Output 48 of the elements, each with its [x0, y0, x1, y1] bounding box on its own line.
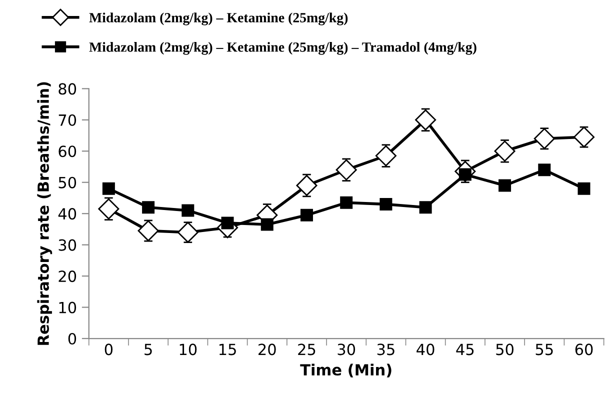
x-tick-label: 30: [338, 344, 356, 356]
x-tick-label: 10: [180, 344, 197, 356]
x-tick-label: 5: [144, 344, 152, 356]
point: [300, 208, 313, 222]
point: [419, 201, 432, 214]
point: [221, 216, 234, 230]
point: [380, 198, 392, 210]
x-axis-title: Time (Min): [300, 364, 392, 378]
y-axis-title: Respiratory rate (Breaths/min): [37, 82, 52, 345]
point: [260, 218, 274, 231]
x-tick-label: 40: [416, 344, 434, 356]
x-tick-label: 35: [377, 344, 394, 356]
y-tick-label: 0: [68, 332, 76, 345]
x-tick-label: 20: [258, 344, 276, 356]
point: [538, 164, 551, 176]
x-tick-label: 55: [536, 344, 553, 356]
point: [336, 159, 357, 180]
point: [494, 140, 516, 162]
x-tick-label: 0: [104, 344, 113, 356]
point: [177, 222, 198, 243]
point: [578, 182, 590, 195]
x-tick-label: 50: [496, 344, 514, 356]
y-tick-label: 10: [59, 302, 76, 314]
x-tick-label: 45: [456, 344, 474, 356]
point: [138, 220, 159, 242]
point: [296, 174, 318, 196]
y-tick-label: 50: [58, 176, 76, 188]
y-tick-label: 20: [58, 270, 76, 282]
point: [573, 126, 595, 148]
point: [98, 198, 120, 220]
point: [182, 204, 194, 217]
point: [415, 109, 436, 130]
legend-label: Midazolam (2mg/kg) – Ketamine (25mg/kg): [89, 12, 348, 26]
x-tick-label: 60: [575, 344, 593, 356]
x-tick-label: 15: [219, 344, 236, 356]
point: [498, 179, 512, 192]
point: [102, 182, 115, 195]
x-tick-label: 25: [298, 344, 316, 356]
point: [375, 145, 396, 166]
y-tick-label: 70: [58, 114, 76, 126]
point: [534, 128, 555, 150]
point: [142, 201, 155, 214]
legend-label: Midazolam (2mg/kg) – Ketamine (25mg/kg) – Tramadol (4mg/kg): [89, 42, 476, 55]
y-tick-label: 40: [58, 208, 76, 220]
y-tick-label: 30: [58, 239, 76, 251]
point: [340, 196, 353, 209]
y-tick-label: 80: [58, 83, 76, 95]
y-tick-label: 60: [58, 146, 76, 158]
